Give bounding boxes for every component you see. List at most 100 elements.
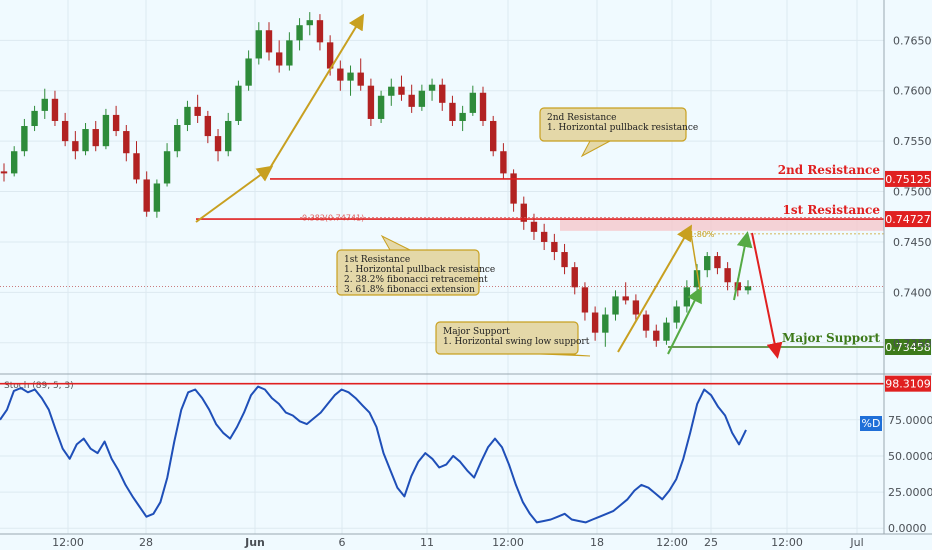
indicator-tick-label: 75.0000 xyxy=(888,414,932,427)
fib-extension-label: 61.80% xyxy=(684,230,715,239)
candle-body xyxy=(683,287,691,307)
candle-body xyxy=(439,84,446,103)
callout-box xyxy=(336,249,480,296)
candle-body xyxy=(663,322,670,341)
candle-body xyxy=(459,112,466,121)
x-tick-label: 12:00 xyxy=(656,536,688,549)
candle-body xyxy=(10,151,18,174)
price-tag-text: 0.73458 xyxy=(885,341,931,354)
candle-body xyxy=(316,20,324,43)
extension-arrow xyxy=(617,224,693,353)
resistance-zone xyxy=(560,219,884,231)
candles-layer xyxy=(0,12,752,347)
candle-body xyxy=(561,252,568,268)
candle-body xyxy=(367,85,375,119)
candle-body xyxy=(408,94,415,107)
candle-body xyxy=(612,296,619,315)
candle-body xyxy=(428,84,436,91)
candle-body xyxy=(704,256,711,271)
candle-body xyxy=(143,179,150,212)
projection-arrow xyxy=(733,231,753,301)
candle-body xyxy=(296,25,303,41)
candle-body xyxy=(214,136,222,152)
indicator-tag-text: 98.3109 xyxy=(885,378,931,391)
candle-body xyxy=(163,151,171,184)
candle-body xyxy=(388,86,395,96)
candle-body xyxy=(530,221,538,232)
fib-retracement-label: 0.382(0.74741) xyxy=(302,214,364,223)
candle-body xyxy=(714,256,721,269)
candle-body xyxy=(591,312,599,333)
candle-body xyxy=(724,268,731,283)
indicator-tick-label: 50.0000 xyxy=(888,450,932,463)
candle-body xyxy=(337,68,344,81)
candle-body xyxy=(377,95,385,119)
candle-body xyxy=(673,306,680,323)
candle-body xyxy=(41,98,48,111)
candle-body xyxy=(622,296,629,301)
indicator-line-label: %D xyxy=(862,417,881,430)
candle-body xyxy=(479,92,487,121)
indicator-tag xyxy=(885,375,931,392)
callout-line: 1. Horizontal pullback resistance xyxy=(547,123,698,133)
callout-line: Major Support xyxy=(443,327,510,337)
candle-body xyxy=(632,300,640,315)
candle-body xyxy=(540,231,548,242)
x-tick-label: 6 xyxy=(339,536,346,549)
price-tag xyxy=(885,211,931,228)
candle-body xyxy=(357,72,364,86)
candle-body xyxy=(398,86,405,95)
x-tick-label: 11 xyxy=(420,536,434,549)
candle-body xyxy=(490,120,497,152)
level-name-label: 2nd Resistance xyxy=(778,163,881,177)
callout-line: 2. 38.2% fibonacci retracement xyxy=(344,275,488,285)
candle-body xyxy=(92,129,99,147)
callout-line: 1. Horizontal pullback resistance xyxy=(344,265,495,275)
indicator-tick-label: 0.0000 xyxy=(888,522,927,535)
candle-body xyxy=(571,267,578,288)
level-name-label: 1st Resistance xyxy=(783,203,881,217)
price-tag-text: 0.75125 xyxy=(885,173,931,186)
candle-body xyxy=(194,106,201,116)
callout-box xyxy=(539,107,687,142)
candle-body xyxy=(265,30,273,53)
candle-body xyxy=(306,20,313,26)
indicator-tick-label: 25.0000 xyxy=(888,486,932,499)
candle-body xyxy=(102,114,110,147)
indicator-line-tag xyxy=(860,416,882,431)
callout-line: 1st Resistance xyxy=(344,255,410,265)
candle-body xyxy=(235,85,242,121)
projection-arrow xyxy=(667,286,702,355)
candle-body xyxy=(653,330,660,341)
candle-body xyxy=(82,129,89,152)
candle-body xyxy=(72,141,79,152)
candle-body xyxy=(153,183,161,212)
candle-body xyxy=(520,203,527,222)
candle-body xyxy=(469,92,477,113)
price-tag xyxy=(885,170,931,187)
candle-body xyxy=(642,314,650,331)
x-tick-label: 12:00 xyxy=(771,536,803,549)
x-tick-label: 25 xyxy=(704,536,718,549)
candle-body xyxy=(184,106,191,126)
candle-body xyxy=(133,153,140,180)
candle-body xyxy=(510,173,517,204)
candle-body xyxy=(581,287,589,313)
indicator-line xyxy=(0,385,747,524)
candle-body xyxy=(174,125,181,152)
candle-body xyxy=(418,90,426,107)
candle-body xyxy=(31,110,38,127)
candle-body xyxy=(61,120,69,142)
candle-body xyxy=(245,58,252,86)
candle-body xyxy=(255,30,262,59)
indicator-layer: Stoch (89, 5, 3) 98.3109 %D xyxy=(0,375,931,524)
candle-body xyxy=(21,126,28,152)
callout-line: 1. Horizontal swing low support xyxy=(443,337,590,347)
candle-body xyxy=(551,241,558,253)
